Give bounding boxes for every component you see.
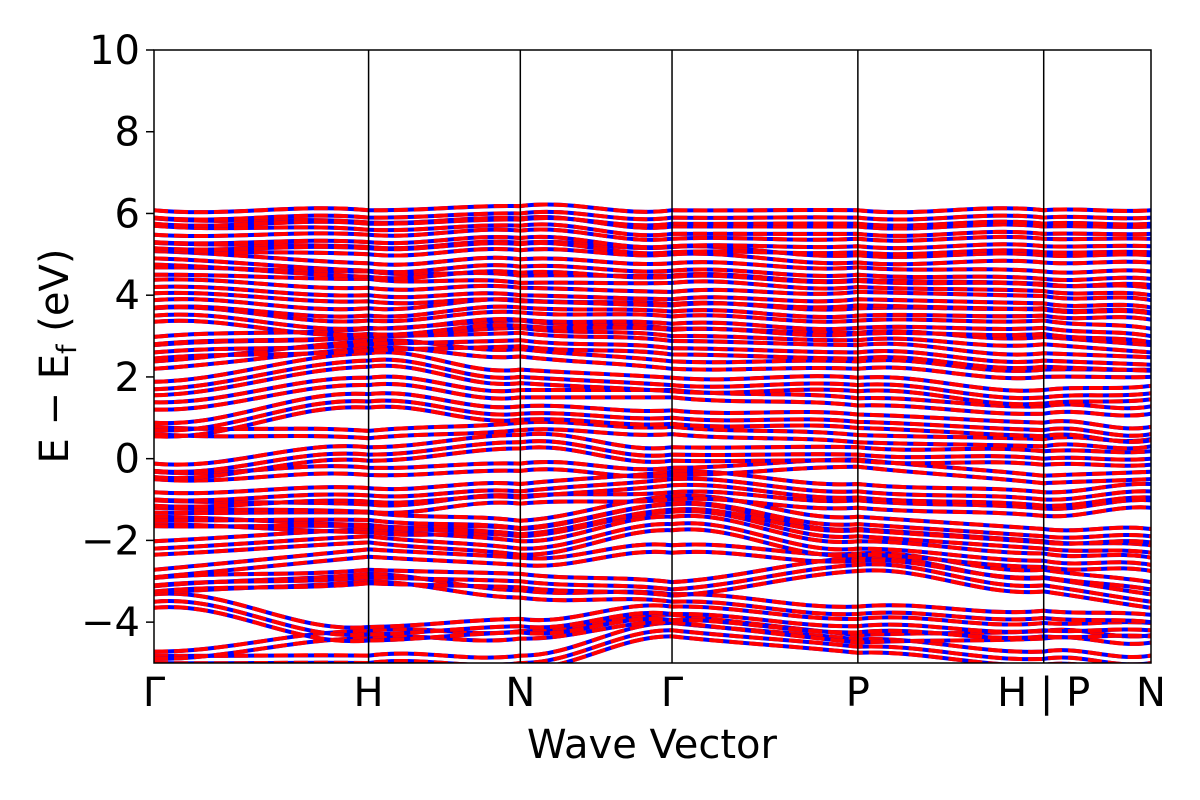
y-tick-label: 0 bbox=[115, 437, 140, 483]
band-line-spin-down bbox=[154, 277, 1151, 303]
band-line-spin-down bbox=[154, 469, 1151, 496]
band-line-spin-down bbox=[154, 209, 1151, 222]
band-line-spin-down bbox=[154, 249, 1151, 275]
axes-frame bbox=[153, 49, 1152, 664]
x-tick-label: H bbox=[354, 670, 384, 716]
band-line-spin-down bbox=[154, 202, 1151, 215]
plot-area bbox=[154, 50, 1151, 663]
band-line-spin-down bbox=[154, 338, 1151, 373]
y-tick-label: 2 bbox=[115, 355, 140, 401]
band-line-spin-down bbox=[154, 457, 1151, 478]
band-line-spin-down bbox=[154, 345, 1151, 381]
x-axis-ticks: Γ H N Γ P H | P N bbox=[143, 670, 1166, 716]
band-line-spin-down bbox=[154, 398, 1151, 438]
x-tick-label: N bbox=[505, 670, 535, 716]
band-line-spin-down bbox=[154, 312, 1151, 339]
y-tick-label: 6 bbox=[115, 191, 140, 237]
band-line-spin-down bbox=[154, 215, 1151, 228]
band-line-spin-down bbox=[154, 256, 1151, 283]
band-line-spin-up bbox=[154, 591, 1151, 630]
x-tick-label: N bbox=[1136, 670, 1166, 716]
band-line-spin-down bbox=[154, 344, 1151, 373]
band-line-spin-down bbox=[154, 290, 1151, 316]
band-line-spin-down bbox=[154, 304, 1151, 322]
band-line-spin-down bbox=[154, 222, 1151, 238]
band-line-spin-down bbox=[154, 427, 1151, 451]
y-axis-label-main: E − E bbox=[32, 354, 78, 464]
y-axis-ticks: −4 −2 0 2 4 6 8 10 bbox=[81, 28, 154, 646]
x-tick-label: Γ bbox=[661, 670, 684, 716]
y-axis-label-unit: (eV) bbox=[32, 249, 78, 345]
x-axis-label: Wave Vector bbox=[527, 722, 778, 768]
band-line-spin-down bbox=[154, 496, 1151, 519]
x-tick-label: H | P bbox=[997, 670, 1090, 716]
y-axis-label: E − Ef (eV) bbox=[32, 249, 83, 464]
band-line-spin-down bbox=[154, 391, 1151, 431]
band-line-spin-down bbox=[154, 227, 1151, 243]
band-line-spin-down bbox=[154, 562, 1151, 604]
band-line-spin-down bbox=[154, 246, 1151, 267]
band-line-spin-down bbox=[154, 234, 1151, 251]
band-line-spin-down bbox=[154, 262, 1151, 289]
band-line-spin-down bbox=[154, 404, 1151, 444]
x-tick-label: Γ bbox=[143, 670, 166, 716]
band-line-spin-down bbox=[154, 568, 1151, 610]
x-tick-label: P bbox=[846, 670, 870, 716]
y-tick-label: −4 bbox=[81, 600, 140, 646]
band-line-spin-down bbox=[154, 325, 1151, 355]
band-line-spin-down bbox=[154, 272, 1151, 298]
y-tick-label: 10 bbox=[89, 28, 140, 74]
band-line-spin-down bbox=[154, 284, 1151, 310]
band-line-spin-down bbox=[154, 464, 1151, 486]
band-line-spin-down bbox=[154, 476, 1151, 503]
band-line-spin-up bbox=[154, 605, 1151, 644]
band-line-spin-down bbox=[154, 305, 1151, 331]
band-line-spin-down bbox=[154, 571, 1151, 617]
band-line-spin-up bbox=[154, 599, 1151, 638]
band-line-spin-down bbox=[154, 241, 1151, 257]
y-tick-label: 4 bbox=[115, 273, 140, 319]
y-axis-label-subscript: f bbox=[52, 343, 83, 354]
y-tick-label: 8 bbox=[115, 110, 140, 156]
high-symmetry-lines bbox=[367, 50, 1045, 663]
y-tick-label: −2 bbox=[81, 518, 140, 564]
band-line-spin-down bbox=[154, 482, 1151, 509]
band-line-spin-down bbox=[154, 554, 1151, 597]
band-line-spin-down bbox=[154, 489, 1151, 511]
band-line-spin-down bbox=[154, 318, 1151, 345]
band-line-spin-down bbox=[154, 419, 1151, 444]
band-line-spin-down bbox=[154, 338, 1151, 367]
